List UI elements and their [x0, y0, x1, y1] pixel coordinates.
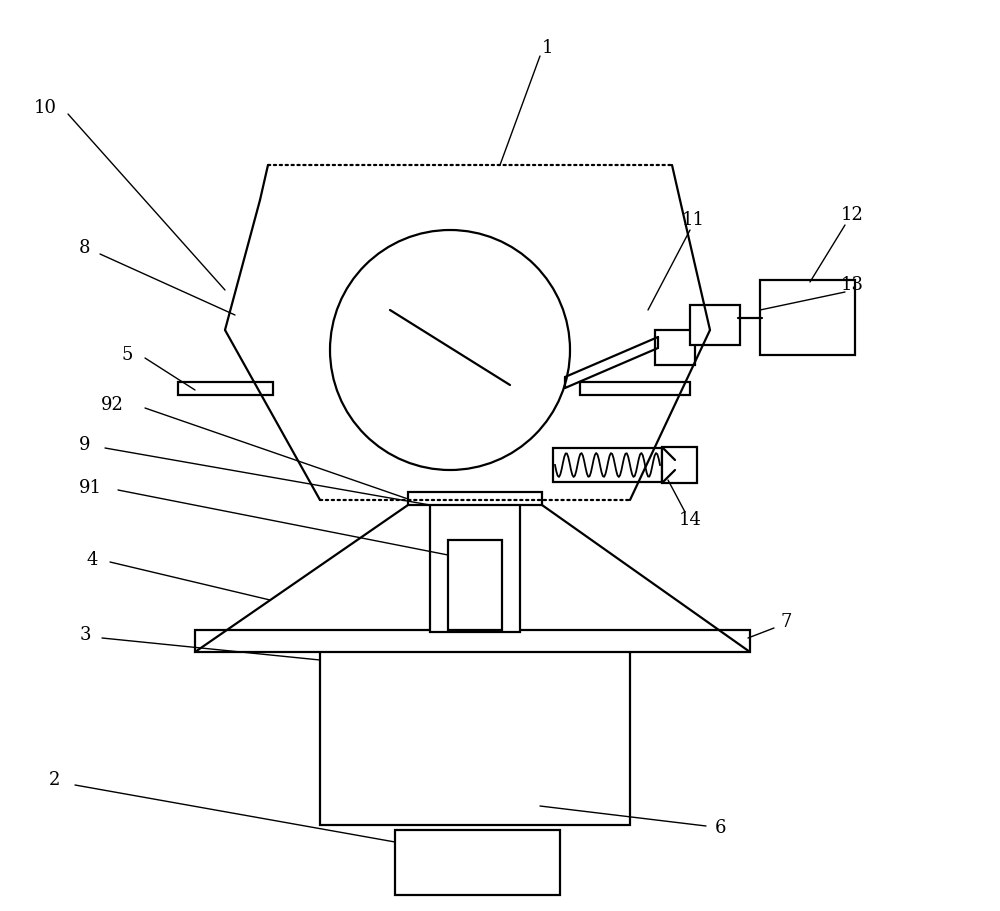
- Text: 3: 3: [79, 626, 91, 644]
- Bar: [395, 830, 560, 895]
- Text: 14: 14: [679, 511, 701, 529]
- Text: 92: 92: [101, 396, 123, 414]
- Text: 13: 13: [840, 276, 864, 294]
- Bar: [655, 330, 695, 365]
- Bar: [580, 382, 690, 395]
- Text: 6: 6: [714, 819, 726, 837]
- Text: 11: 11: [682, 211, 704, 229]
- Text: 12: 12: [841, 206, 863, 224]
- Text: 8: 8: [79, 239, 91, 257]
- Bar: [690, 305, 740, 345]
- Bar: [178, 382, 273, 395]
- Bar: [430, 500, 520, 632]
- Text: 10: 10: [34, 99, 56, 117]
- Bar: [320, 650, 630, 825]
- Bar: [662, 447, 697, 483]
- Text: 4: 4: [86, 551, 98, 569]
- Text: 91: 91: [78, 479, 102, 497]
- Bar: [408, 492, 542, 505]
- Text: 1: 1: [542, 39, 554, 57]
- Text: 5: 5: [121, 346, 133, 364]
- Bar: [448, 540, 502, 630]
- Text: 2: 2: [49, 771, 61, 789]
- Bar: [760, 280, 855, 355]
- Bar: [553, 448, 662, 482]
- Bar: [195, 630, 750, 652]
- Text: 9: 9: [79, 436, 91, 454]
- Text: 7: 7: [780, 613, 792, 631]
